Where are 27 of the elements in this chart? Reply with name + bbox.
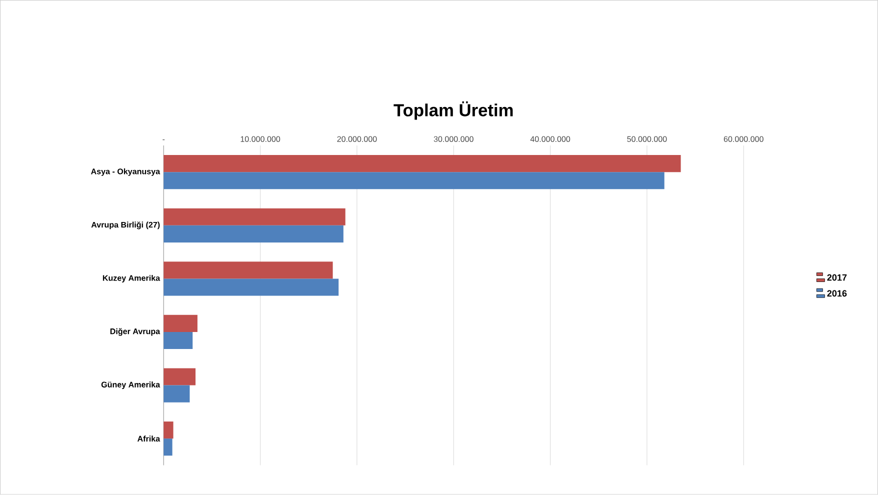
- legend-label: 2016: [827, 290, 847, 297]
- y-tick-label: Avrupa Birliği (27): [91, 222, 160, 230]
- bar: [164, 315, 198, 332]
- y-tick-label: Diğer Avrupa: [110, 328, 160, 336]
- bar: [164, 438, 172, 456]
- bar: [164, 422, 174, 439]
- x-tick-label: 50.000.000: [627, 136, 667, 142]
- x-tick-label: 60.000.000: [724, 136, 764, 142]
- bar: [164, 226, 344, 243]
- bar: [164, 278, 339, 296]
- bar: [164, 332, 193, 350]
- y-tick-label: Kuzey Amerika: [102, 275, 160, 283]
- x-tick-label: 10.000.000: [240, 136, 280, 142]
- bar: [164, 368, 196, 386]
- chart-title: Toplam Üretim: [394, 102, 513, 120]
- bar: [164, 172, 664, 190]
- y-tick-label: Güney Amerika: [101, 382, 160, 390]
- x-tick-label: 40.000.000: [530, 136, 570, 142]
- bar: [164, 262, 333, 279]
- y-tick-label: Afrika: [137, 436, 160, 442]
- bar: [164, 208, 346, 226]
- bar: [164, 385, 190, 402]
- x-tick-label: 30.000.000: [434, 136, 474, 142]
- bar: [164, 155, 681, 172]
- legend-label: 2017: [827, 274, 847, 281]
- y-tick-label: Asya - Okyanusya: [91, 168, 160, 176]
- x-tick-label: 20.000.000: [337, 136, 377, 142]
